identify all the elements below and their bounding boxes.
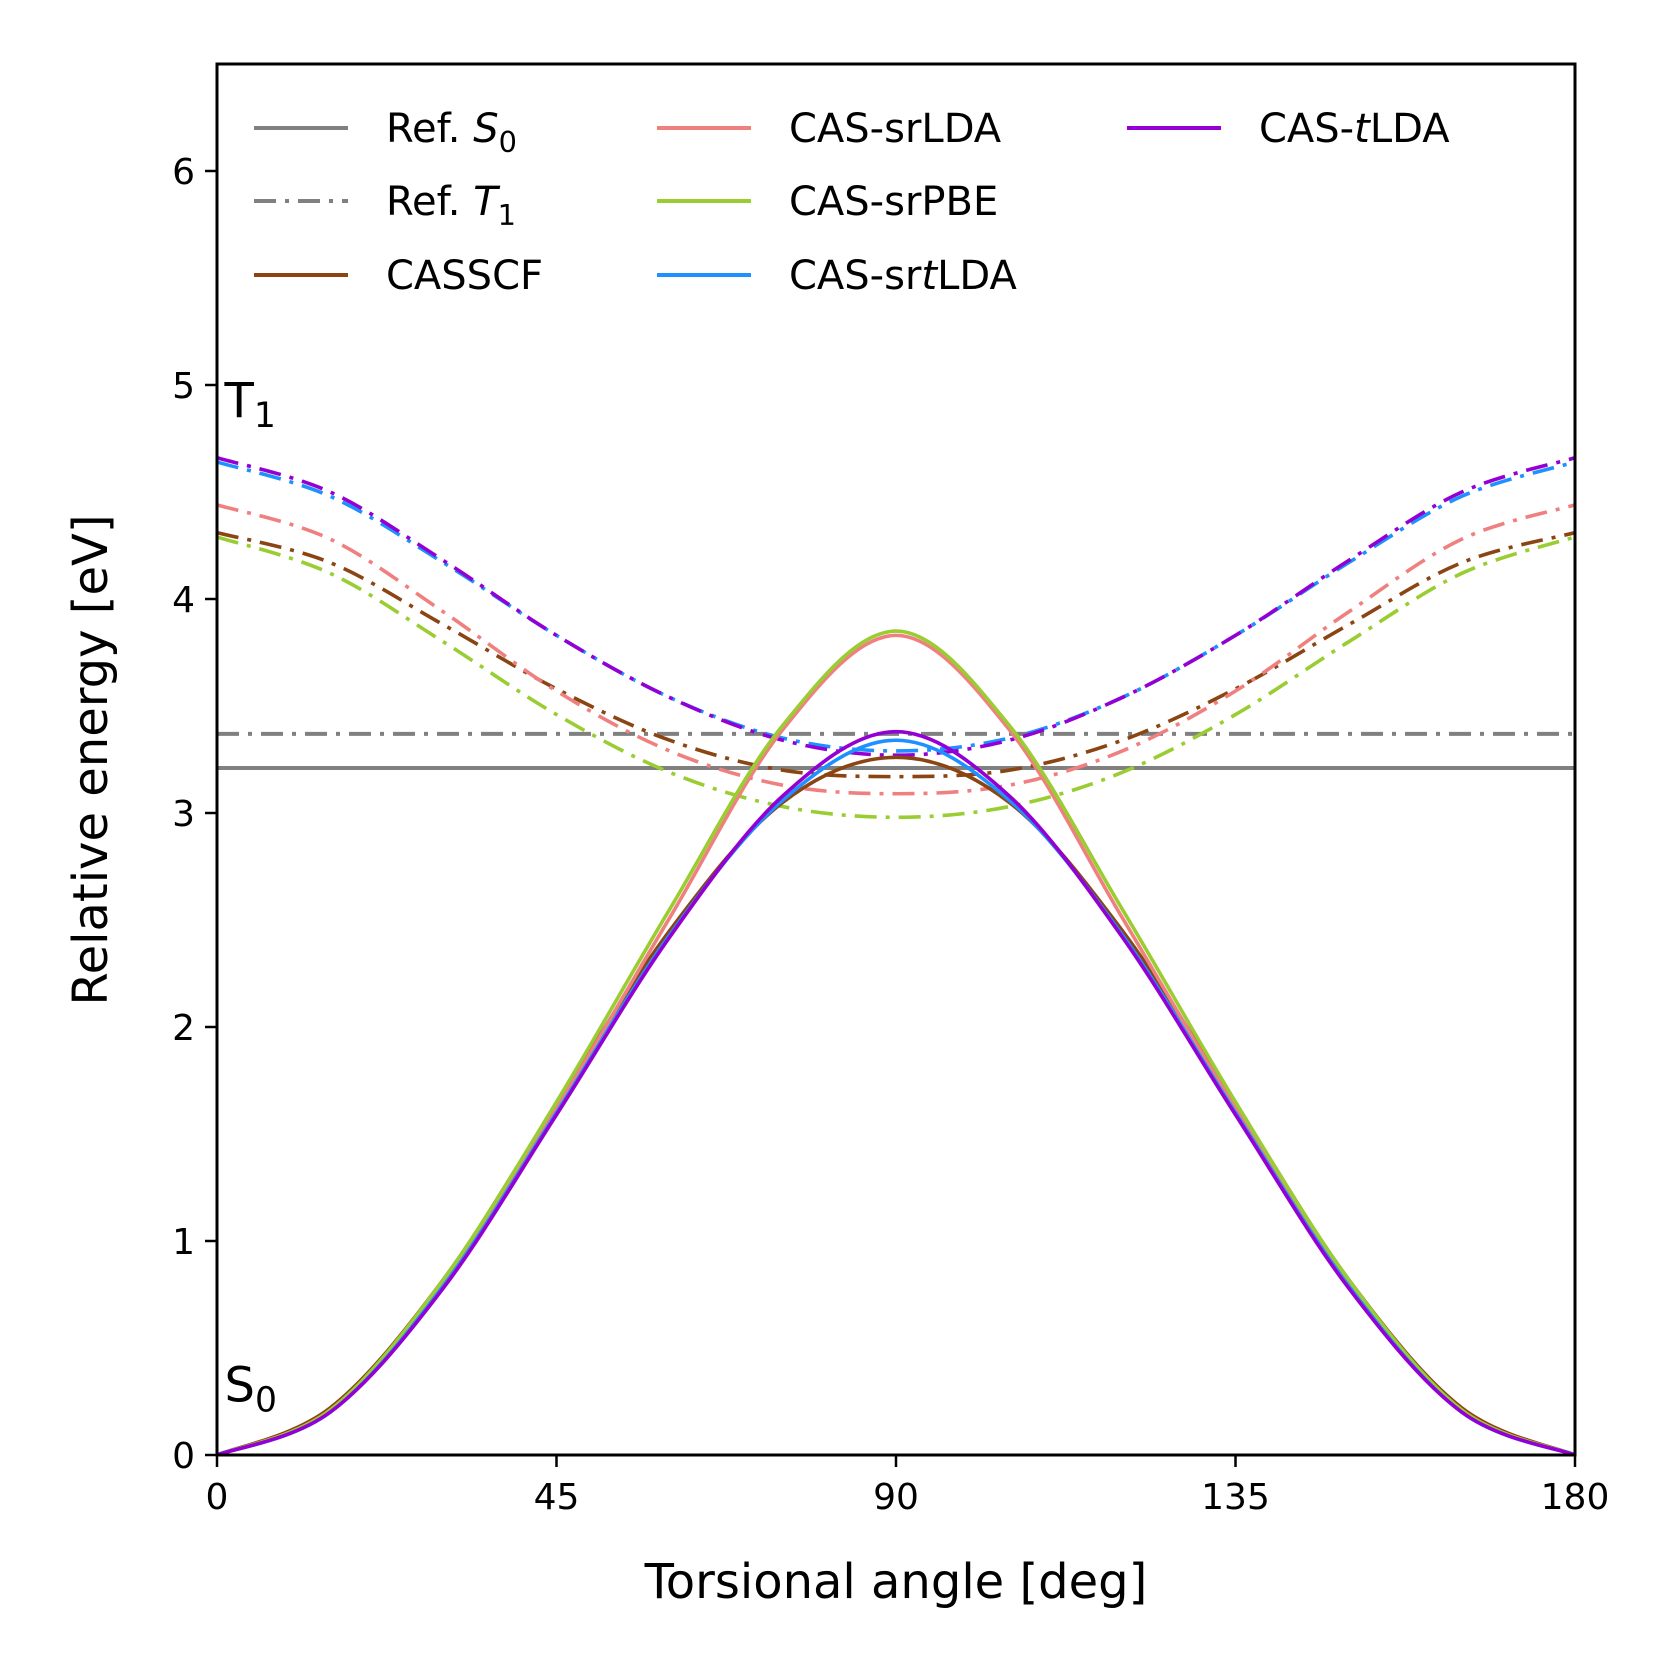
y-axis-ticks: 0 1 2 3 4 5 6: [172, 152, 217, 1477]
y-tick-label: 6: [172, 152, 195, 193]
y-tick-label: 4: [172, 580, 195, 621]
energy-curves: [217, 456, 1575, 1455]
reference-lines: [217, 731, 1575, 771]
legend-entry-cas-srpbe: CAS-srPBE: [657, 179, 998, 225]
curve-s0-cas-srpbe: [217, 629, 1575, 1455]
y-tick-label: 5: [172, 366, 195, 407]
y-tick-label: 0: [172, 1436, 195, 1477]
legend-entry-cas-srlda: CAS-srLDA: [657, 106, 1002, 152]
curve-t1-cas-srtlda: [217, 460, 1575, 753]
legend-label: CASSCF: [386, 253, 543, 299]
state-annotations: T1 S0: [224, 373, 277, 1420]
legend-label: CAS-srLDA: [789, 106, 1002, 152]
x-axis-label: Torsional angle [deg]: [644, 1554, 1148, 1610]
y-tick-label: 3: [172, 794, 195, 835]
legend-label: CAS-srPBE: [789, 179, 998, 225]
legend-label: Ref. T1: [386, 179, 516, 232]
curve-t1-cas-tlda: [217, 456, 1575, 758]
y-axis-label: Relative energy [eV]: [63, 514, 119, 1005]
x-tick-label: 90: [873, 1477, 919, 1518]
legend-entry-casscf: CASSCF: [254, 253, 543, 299]
legend: Ref. S0 Ref. T1 CASSCF CAS-srLDA CAS-srPBE CA…: [254, 106, 1450, 299]
legend-label: CAS-tLDA: [1259, 106, 1450, 152]
x-tick-label: 0: [206, 1477, 229, 1518]
y-tick-label: 2: [172, 1008, 195, 1049]
curve-s0-cas-srtlda: [217, 738, 1575, 1455]
legend-label: CAS-srtLDA: [789, 253, 1017, 299]
legend-entry-ref-t1: Ref. T1: [254, 179, 516, 232]
legend-entry-ref-s0: Ref. S0: [254, 106, 517, 159]
x-tick-label: 45: [534, 1477, 580, 1518]
y-tick-label: 1: [172, 1222, 195, 1263]
legend-entry-cas-tlda: CAS-tLDA: [1127, 106, 1450, 152]
x-axis-ticks: 0 45 90 135 180: [206, 1455, 1610, 1518]
x-tick-label: 135: [1201, 1477, 1270, 1518]
curve-s0-casscf: [217, 755, 1575, 1455]
legend-entry-cas-srtlda: CAS-srtLDA: [657, 253, 1017, 299]
curve-t1-cas-srlda: [217, 503, 1575, 796]
curve-t1-cas-srpbe: [217, 535, 1575, 820]
state-label-s0: S0: [225, 1358, 277, 1421]
state-label-t1: T1: [224, 373, 276, 436]
curve-s0-cas-tlda: [217, 729, 1575, 1455]
legend-label: Ref. S0: [386, 106, 517, 159]
x-tick-label: 180: [1541, 1477, 1610, 1518]
